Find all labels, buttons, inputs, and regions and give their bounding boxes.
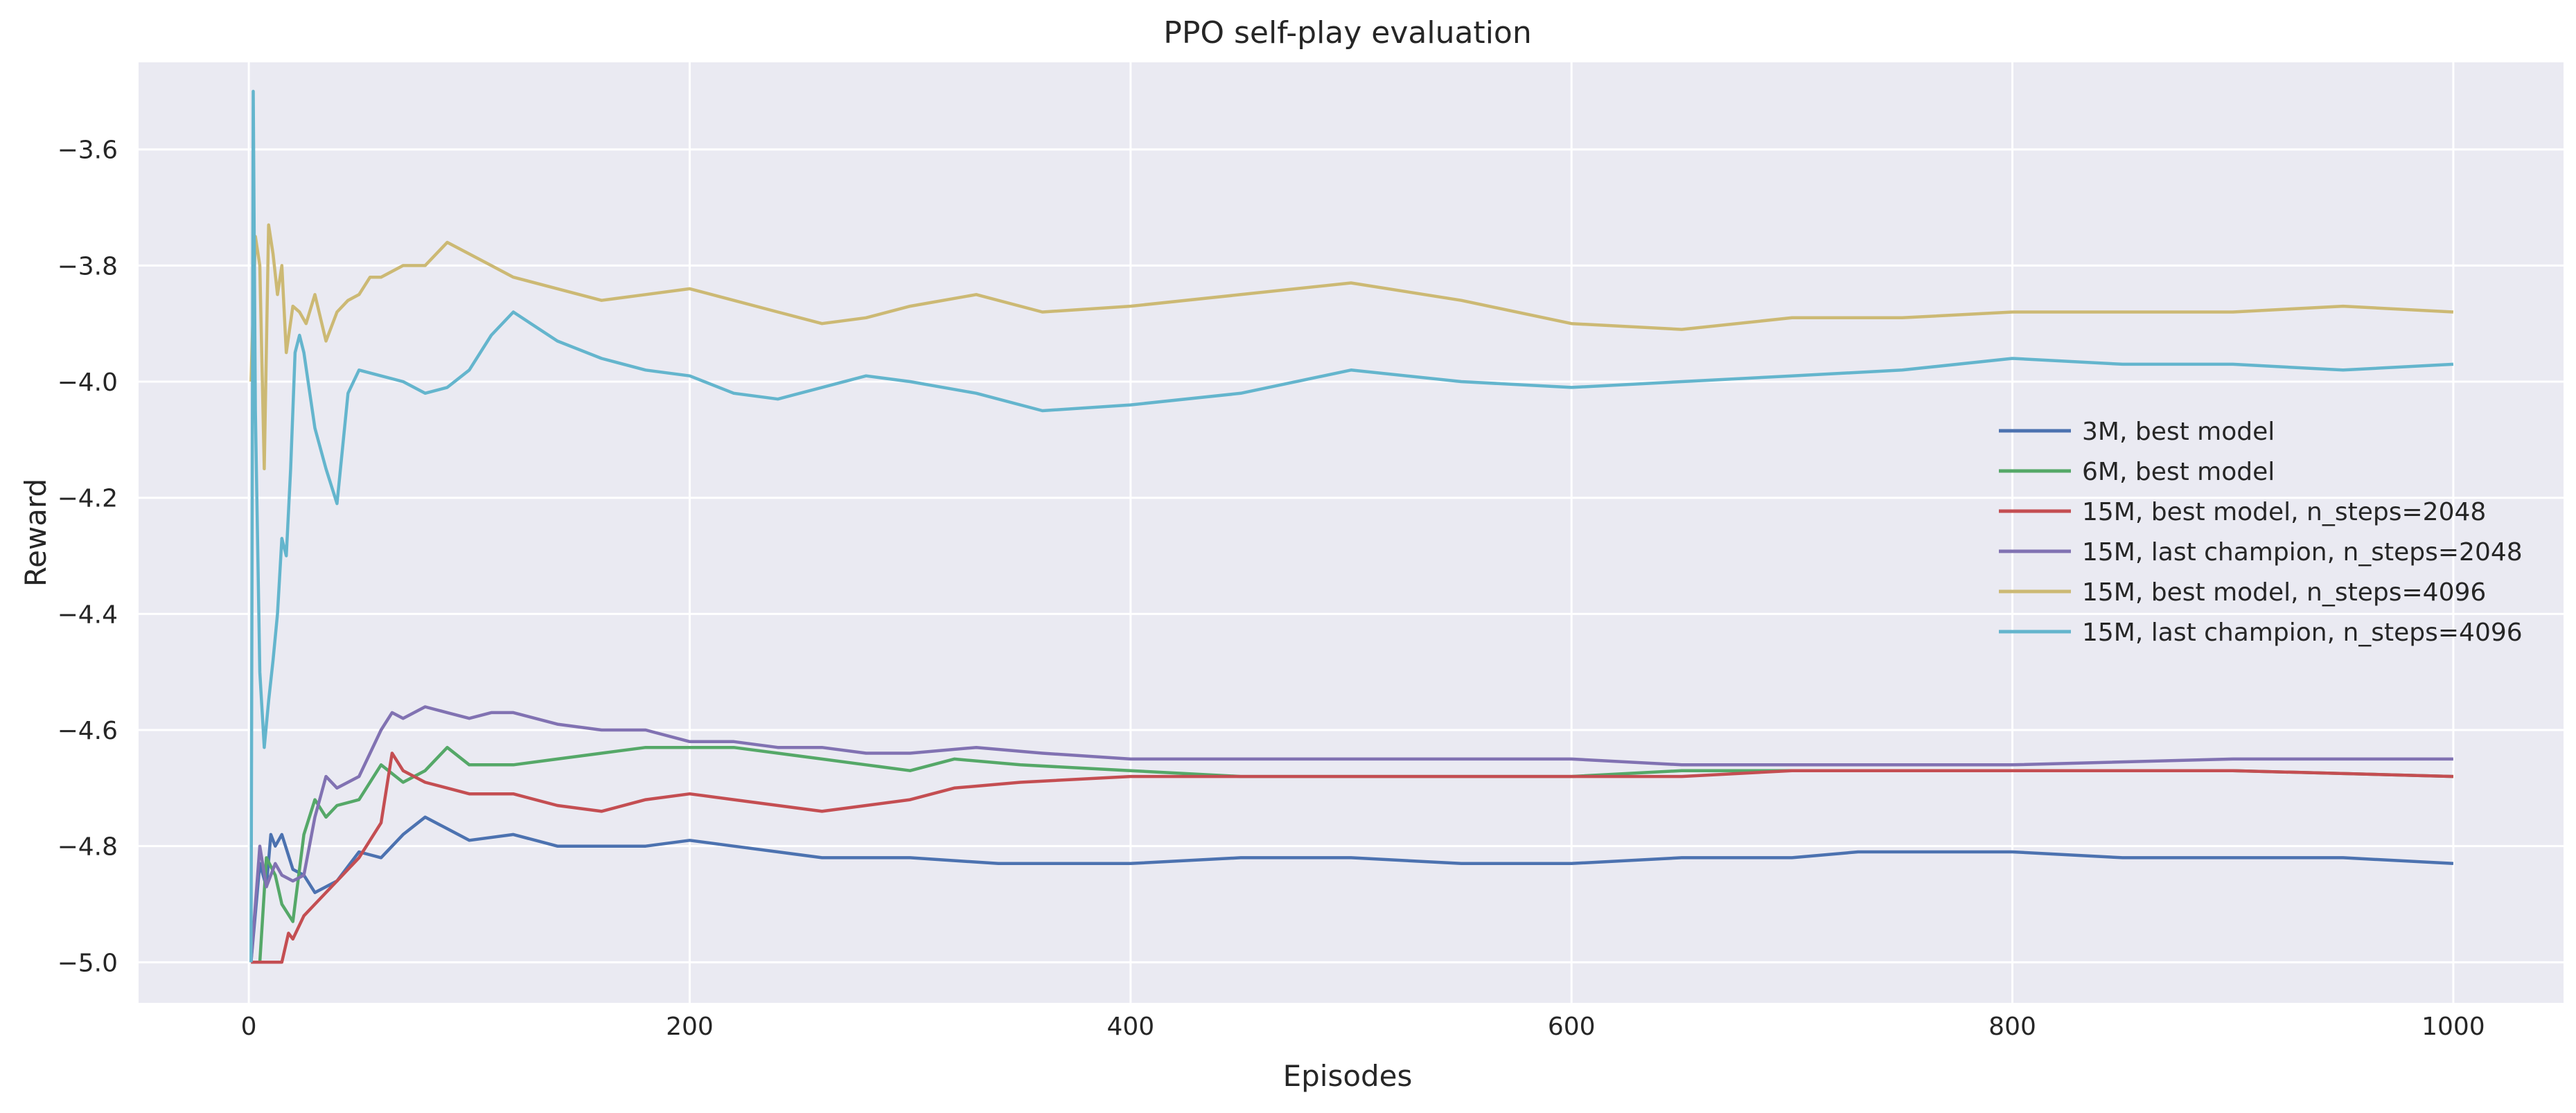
x-tick-label: 600 [1548, 1013, 1596, 1041]
x-tick-label: 200 [666, 1013, 714, 1041]
gridlines [139, 62, 2564, 1003]
legend-entry-label: 15M, last champion, n_steps=4096 [2082, 618, 2523, 647]
x-tick-label: 800 [1988, 1013, 2036, 1041]
legend-entry-label: 15M, best model, n_steps=2048 [2082, 498, 2486, 526]
legend-entry-label: 3M, best model [2082, 418, 2275, 446]
y-tick-label: −3.6 [58, 136, 118, 165]
plot-area [139, 62, 2564, 1003]
series-lines [249, 89, 2454, 964]
y-tick-label: −5.0 [58, 949, 118, 977]
y-axis-label: Reward [19, 479, 53, 587]
legend-entry-label: 6M, best model [2082, 458, 2275, 486]
x-tick-label: 1000 [2421, 1013, 2485, 1041]
series-line-6 [249, 89, 2454, 963]
x-axis-ticks: 0 200 400 600 800 1000 [241, 1013, 2485, 1041]
x-tick-label: 0 [241, 1013, 257, 1041]
y-tick-label: −3.8 [58, 252, 118, 281]
chart-title: PPO self-play evaluation [1163, 15, 1531, 51]
series-line-5 [249, 223, 2454, 471]
y-tick-label: −4.0 [58, 368, 118, 397]
series-line-4 [249, 705, 2453, 963]
x-axis-label: Episodes [1283, 1059, 1413, 1093]
series-line-1 [249, 815, 2454, 963]
x-tick-label: 400 [1106, 1013, 1154, 1041]
legend: 3M, best model 6M, best model 15M, best mo… [1999, 418, 2523, 647]
legend-entry-label: 15M, best model, n_steps=4096 [2082, 578, 2486, 607]
series-line-3 [251, 751, 2453, 964]
y-tick-label: −4.2 [58, 485, 118, 513]
legend-entry-label: 15M, last champion, n_steps=2048 [2082, 538, 2523, 567]
y-axis-ticks: −5.0 −4.8 −4.6 −4.4 −4.2 −4.0 −3.8 −3.6 [58, 136, 118, 978]
y-tick-label: −4.4 [58, 600, 118, 629]
y-tick-label: −4.8 [58, 833, 118, 862]
y-tick-label: −4.6 [58, 717, 118, 745]
